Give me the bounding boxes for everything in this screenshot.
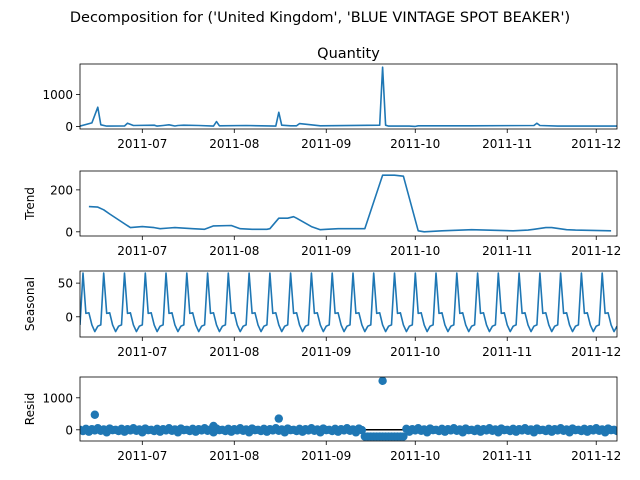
axes-frame [79,63,618,130]
x-tick-label: 2011-09 [301,345,351,359]
x-tick-label: 2011-12 [571,345,621,359]
panel-3: Seasonal 0 50 2011-07 2011-08 2011-09 2011-10 2… [23,270,621,359]
x-tick-label: 2011-11 [482,449,532,463]
y-tick-label: 1000 [42,88,73,102]
x-tick-label: 2011-09 [301,244,351,258]
panel-title: Quantity [317,46,380,62]
panels: Quantity 0 1000 2011-07 2011-08 2011-09 2011-1… [23,46,621,463]
x-tick-label: 2011-07 [117,449,167,463]
y-axis-label: Trend [23,187,37,221]
plot-area [80,377,617,441]
plot-area [88,174,612,233]
x-tick-label: 2011-07 [117,345,167,359]
y-tick-label: 200 [50,183,73,197]
x-tick-label: 2011-07 [117,244,167,258]
resid-point [399,432,408,441]
x-tick-label: 2011-07 [117,137,167,151]
x-tick-label: 2011-08 [209,449,259,463]
resid-outlier-point [90,410,100,419]
resid-point [612,426,617,436]
x-tick-label: 2011-09 [301,449,351,463]
axes-frame [79,376,618,442]
series-line [80,66,617,128]
figure-suptitle: Decomposition for ('United Kingdom', 'BL… [70,10,570,26]
y-tick-label: 0 [65,423,73,437]
x-tick-label: 2011-08 [209,345,259,359]
x-tick-label: 2011-12 [571,137,621,151]
plot-area [80,66,617,128]
y-axis-label: Resid [23,393,37,425]
axes-frame [79,270,618,338]
panel-2: Trend 0 200 2011-07 2011-08 2011-09 2011-10 201… [23,170,621,258]
x-tick-label: 2011-09 [301,137,351,151]
plot-area [80,272,617,333]
x-tick-label: 2011-11 [482,137,532,151]
resid-outlier-point [378,377,387,386]
y-tick-label: 0 [65,225,73,239]
x-tick-label: 2011-10 [390,137,440,151]
x-tick-label: 2011-11 [482,345,532,359]
resid-outlier-point [209,421,218,431]
x-tick-label: 2011-10 [390,449,440,463]
x-tick-label: 2011-08 [209,244,259,258]
x-tick-label: 2011-11 [482,244,532,258]
y-tick-label: 1000 [42,391,73,405]
x-tick-label: 2011-08 [209,137,259,151]
y-tick-label: 50 [58,277,73,291]
series-line [88,174,612,233]
y-tick-label: 0 [65,310,73,324]
panel-4: Resid 0 1000 2011-07 2011-08 2011-09 2011-10 20… [23,376,621,463]
x-tick-label: 2011-10 [390,345,440,359]
x-tick-label: 2011-12 [571,449,621,463]
x-tick-label: 2011-10 [390,244,440,258]
axes-frame [79,170,618,237]
y-axis-label: Seasonal [23,277,37,331]
resid-point [357,425,367,435]
y-tick-label: 0 [65,120,73,134]
resid-outlier-point [274,414,283,423]
panel-1: Quantity 0 1000 2011-07 2011-08 2011-09 2011-1… [42,46,621,151]
series-line [80,272,617,333]
x-tick-label: 2011-12 [571,244,621,258]
